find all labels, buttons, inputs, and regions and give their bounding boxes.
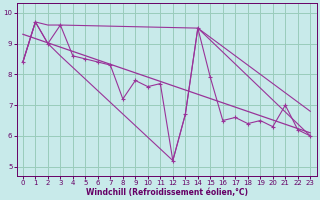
X-axis label: Windchill (Refroidissement éolien,°C): Windchill (Refroidissement éolien,°C) <box>85 188 248 197</box>
